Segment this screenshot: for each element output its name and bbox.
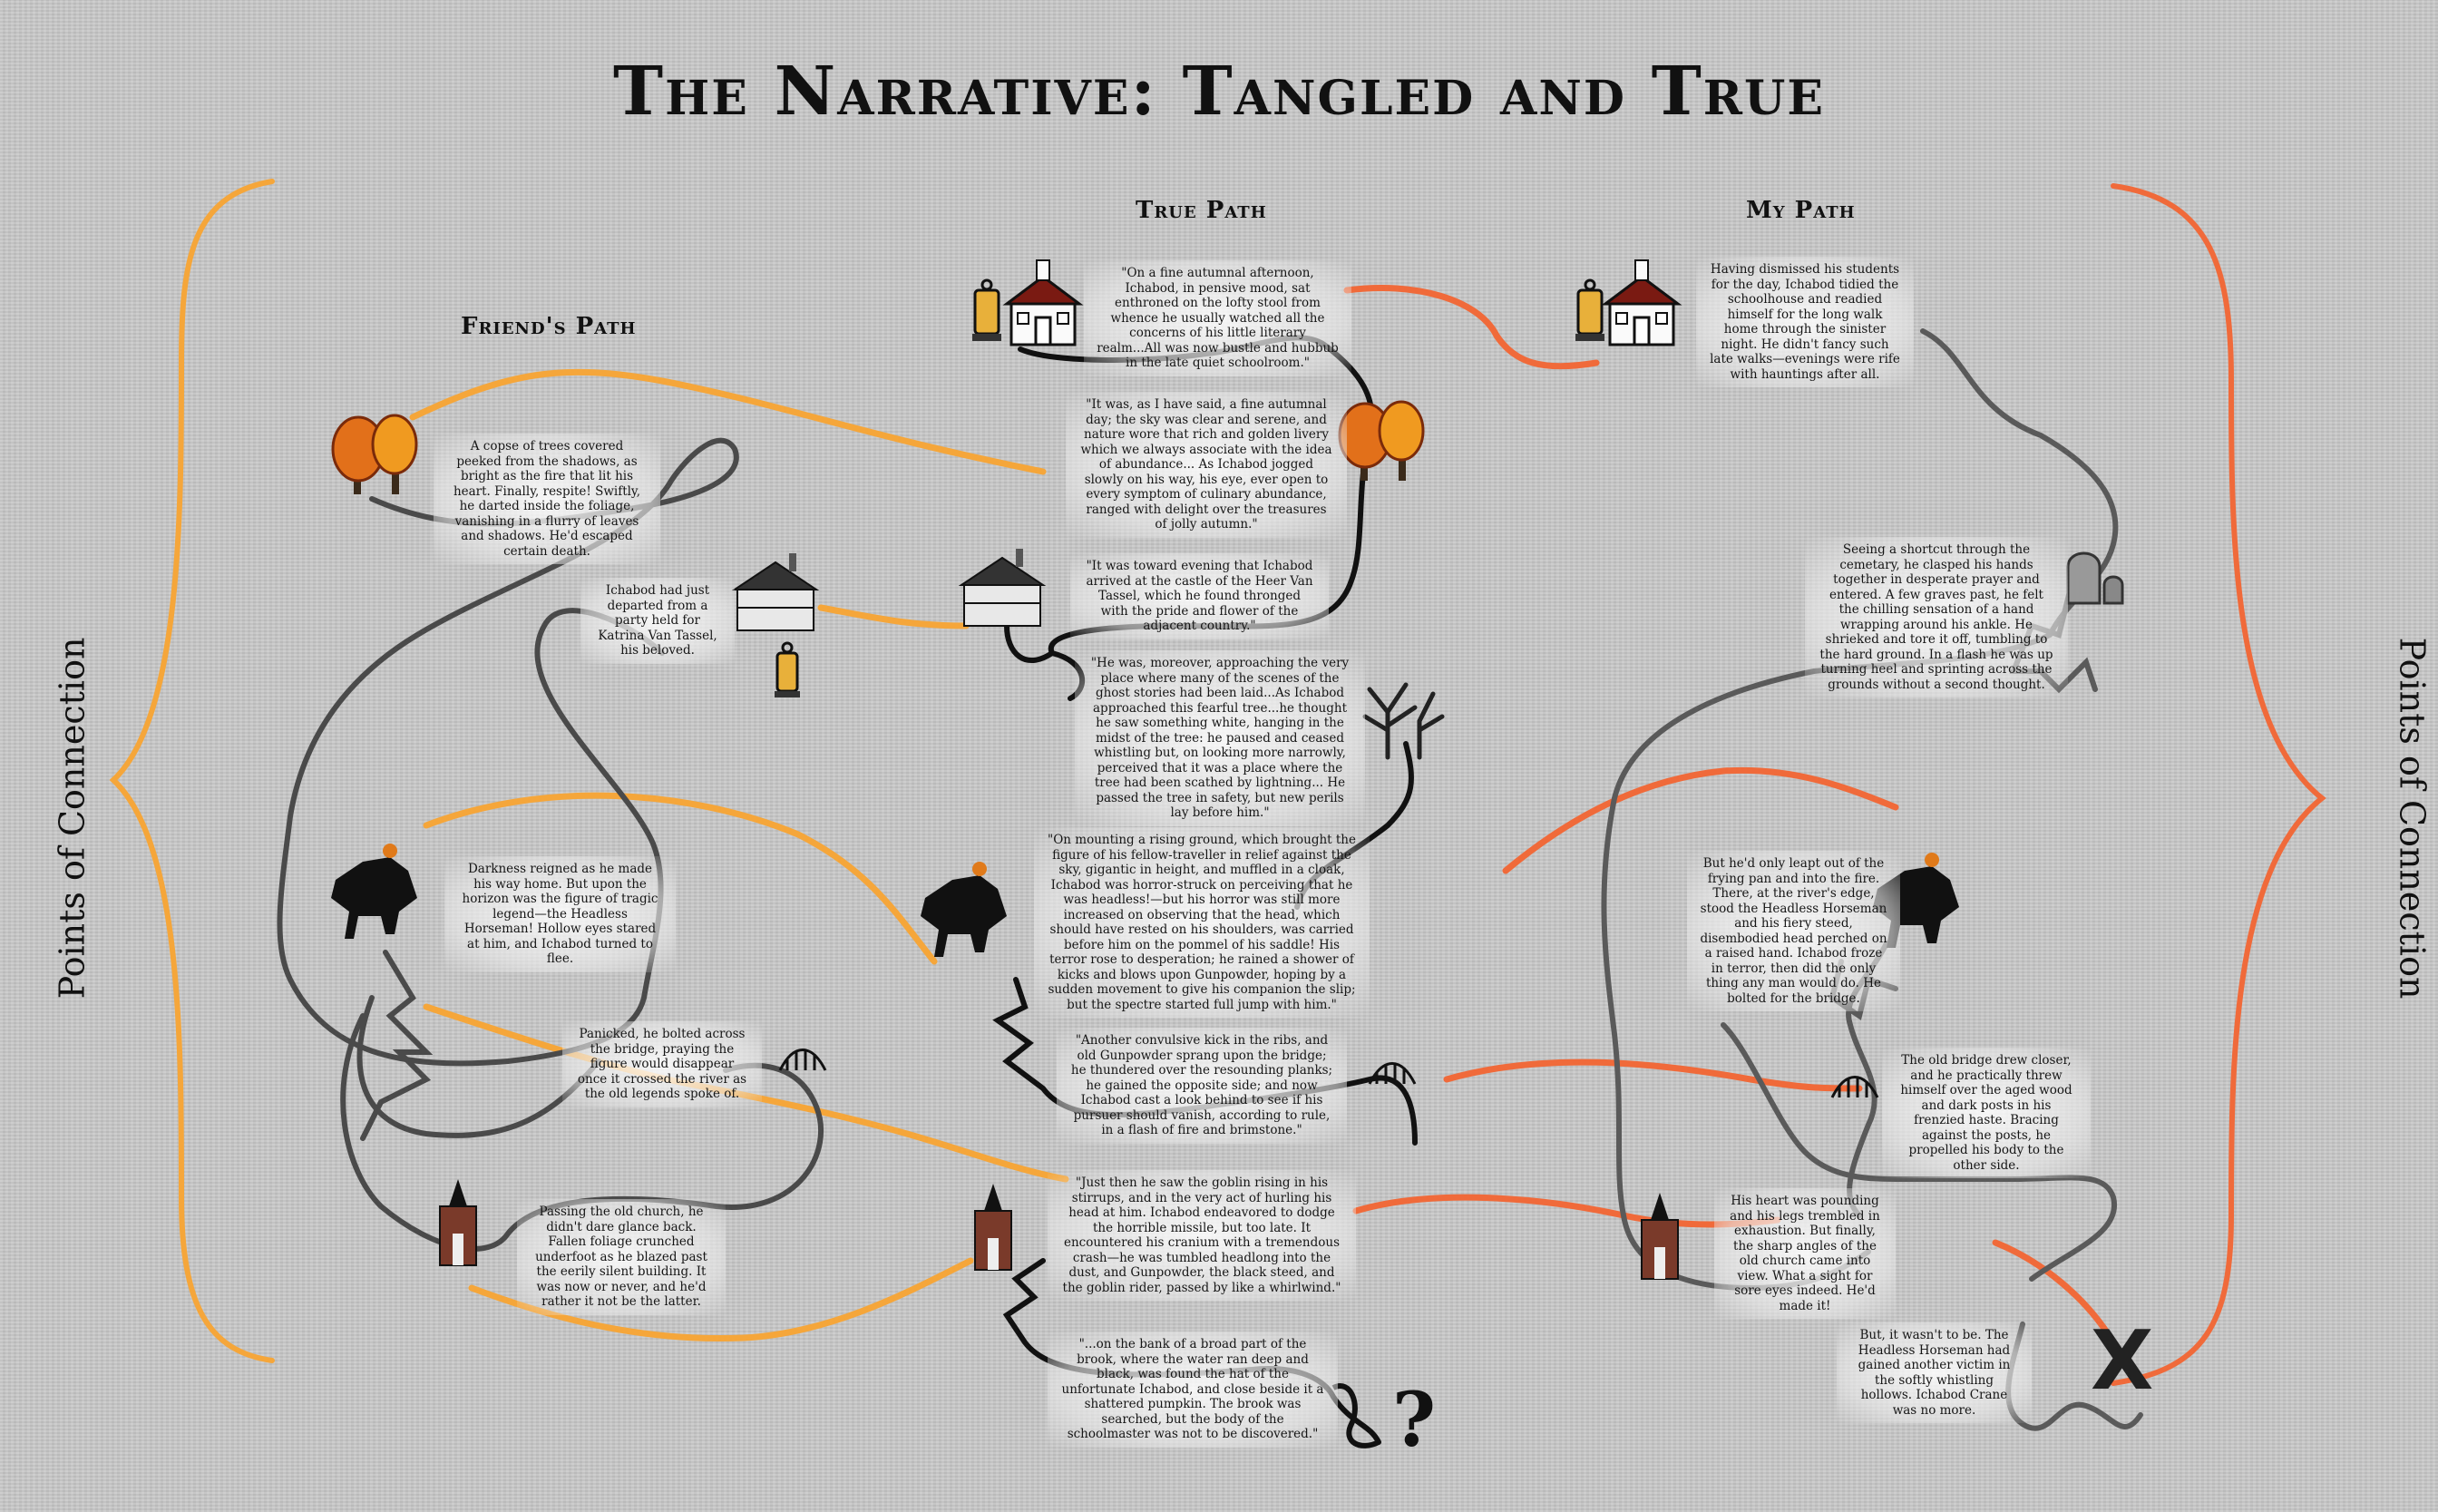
lantern-icon <box>972 278 1001 341</box>
autumn-trees-icon <box>331 414 418 494</box>
cross-mark: X <box>2091 1313 2154 1409</box>
bridge-icon <box>1368 1062 1417 1085</box>
true-note-rising-ground: "On mounting a rising ground, which brou… <box>1034 827 1370 1018</box>
friend-path-4 <box>423 1003 1069 1183</box>
true-note-castle: "It was toward evening that Ichabod arri… <box>1070 553 1329 639</box>
my-note-church: His heart was pounding and his legs trem… <box>1714 1188 1896 1319</box>
my-note-ending: But, it wasn't to be. The Headless Horse… <box>1837 1322 2032 1423</box>
schoolhouse-icon <box>1002 259 1084 346</box>
friend-grey-zigzag <box>360 950 434 1141</box>
friend-note-church: Passing the old church, he didn't dare g… <box>517 1199 726 1315</box>
lantern-icon <box>1575 278 1604 341</box>
schoolhouse-icon <box>1601 259 1682 346</box>
friend-path-3 <box>423 792 938 965</box>
mansion-icon <box>958 549 1047 627</box>
true-note-tree: "He was, moreover, approaching the very … <box>1075 650 1365 826</box>
heading-friends-path: Friend's Path <box>461 313 637 340</box>
church-icon <box>1641 1193 1679 1280</box>
friend-note-trees: A copse of trees covered peeked from the… <box>434 434 660 564</box>
side-label-right: Points of Connection <box>2392 637 2433 1000</box>
my-path-3 <box>1443 1058 1863 1092</box>
my-note-bridge: The old bridge drew closer, and he pract… <box>1882 1048 2091 1178</box>
right-brace <box>2111 183 2326 1386</box>
true-note-autumn: "It was, as I have said, a fine autumnal… <box>1066 392 1347 538</box>
bridge-icon <box>778 1049 827 1071</box>
true-note-goblin: "Just then he saw the goblin rising in h… <box>1048 1170 1356 1301</box>
friend-note-bridge: Panicked, he bolted across the bridge, p… <box>562 1021 762 1107</box>
my-grey-path-1 <box>1601 328 2119 1292</box>
friend-path-2 <box>817 604 970 629</box>
my-note-horseman: But he'd only leapt out of the frying pa… <box>1687 851 1900 1011</box>
my-path-1 <box>1343 285 1600 370</box>
friend-grey-path-2 <box>356 995 601 1138</box>
bridge-icon <box>1830 1076 1879 1098</box>
dead-tree-icon <box>1362 682 1445 760</box>
friend-note-darkness: Darkness reigned as he made his way home… <box>444 856 676 972</box>
friend-grey-path <box>277 437 739 1067</box>
friend-note-party: Ichabod had just departed from a party h… <box>580 578 735 664</box>
side-label-left: Points of Connection <box>52 637 93 1000</box>
my-path-2 <box>1502 766 1899 874</box>
left-brace <box>109 179 275 1363</box>
question-mark: ? <box>1392 1377 1437 1464</box>
my-note-schoolhouse: Having dismissed his students for the da… <box>1696 257 1914 387</box>
church-icon <box>974 1184 1012 1271</box>
heading-true-path: True Path <box>1136 197 1267 224</box>
true-note-brook: "...on the bank of a broad part of the b… <box>1048 1332 1338 1448</box>
autumn-trees-icon <box>1338 400 1425 481</box>
page-title: The Narrative: Tangled and True <box>613 53 1825 131</box>
my-path-5 <box>1992 1239 2117 1346</box>
question-swirl <box>1331 1383 1380 1449</box>
headless-horseman-icon <box>921 862 1007 957</box>
church-icon <box>439 1179 477 1266</box>
true-note-schoolroom: "On a fine autumnal afternoon, Ichabod, … <box>1084 260 1351 376</box>
my-note-cemetary: Seeing a shortcut through the cemetary, … <box>1805 537 2068 697</box>
headless-horseman-icon <box>331 844 417 939</box>
friend-path-1 <box>409 368 1047 475</box>
gravestones-icon <box>2066 551 2124 605</box>
true-note-bridge: "Another convulsive kick in the ribs, an… <box>1057 1028 1347 1144</box>
mansion-icon <box>731 553 820 631</box>
my-grey-path-4 <box>1721 1022 2118 1282</box>
lantern-icon <box>775 641 800 697</box>
heading-my-path: My Path <box>1746 197 1856 224</box>
